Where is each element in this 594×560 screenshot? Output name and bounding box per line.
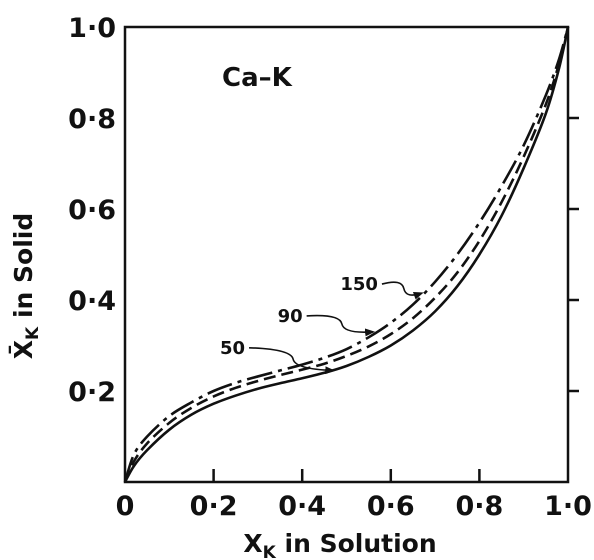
annotation-arrow-90	[306, 314, 376, 337]
series-line-50	[123, 26, 570, 483]
y-tick-label: 0·6	[68, 195, 116, 226]
x-axis-title-rest: in Solution	[276, 529, 437, 558]
annotation-label-150: 150	[340, 274, 378, 295]
x-axis-title-sub: K	[263, 543, 277, 560]
x-axis-title-main: X	[243, 529, 262, 558]
plot-frame	[123, 25, 570, 484]
y-axis-title-rest: in Solid	[9, 213, 38, 327]
annotation-label-90: 90	[278, 306, 303, 327]
annotation-layer: 150 90 50	[220, 274, 424, 375]
series-layer	[123, 26, 570, 483]
series-line-90	[123, 26, 570, 483]
x-axis-title: XK in Solution	[243, 529, 436, 560]
y-axis-title-main: X̄	[7, 340, 38, 359]
annotation-label-50: 50	[220, 338, 245, 359]
x-tick-label: 0	[116, 491, 135, 522]
panel-label: Ca–K	[222, 63, 293, 93]
y-axis-title: X̄K in Solid	[7, 213, 43, 359]
x-tick-label: 0·8	[455, 491, 503, 522]
annotation-arrow-50	[249, 346, 336, 375]
x-tick-label: 0·6	[367, 491, 415, 522]
y-tick-label: 1·0	[68, 13, 116, 44]
x-tick-label: 0·2	[190, 491, 238, 522]
x-tick-label: 1·0	[544, 491, 592, 522]
x-tick-label: 0·4	[278, 491, 326, 522]
ticks-layer: 0 0·2 0·4 0·6 0·8 1·0 0·2 0·4 0·6 0·8 1·0	[68, 13, 592, 522]
y-tick-label: 0·8	[68, 104, 116, 135]
y-tick-label: 0·4	[68, 286, 116, 317]
annotation-arrow-150	[381, 281, 424, 300]
y-tick-label: 0·2	[68, 377, 116, 408]
series-line-150	[123, 26, 570, 483]
y-axis-title-sub: K	[23, 326, 43, 340]
